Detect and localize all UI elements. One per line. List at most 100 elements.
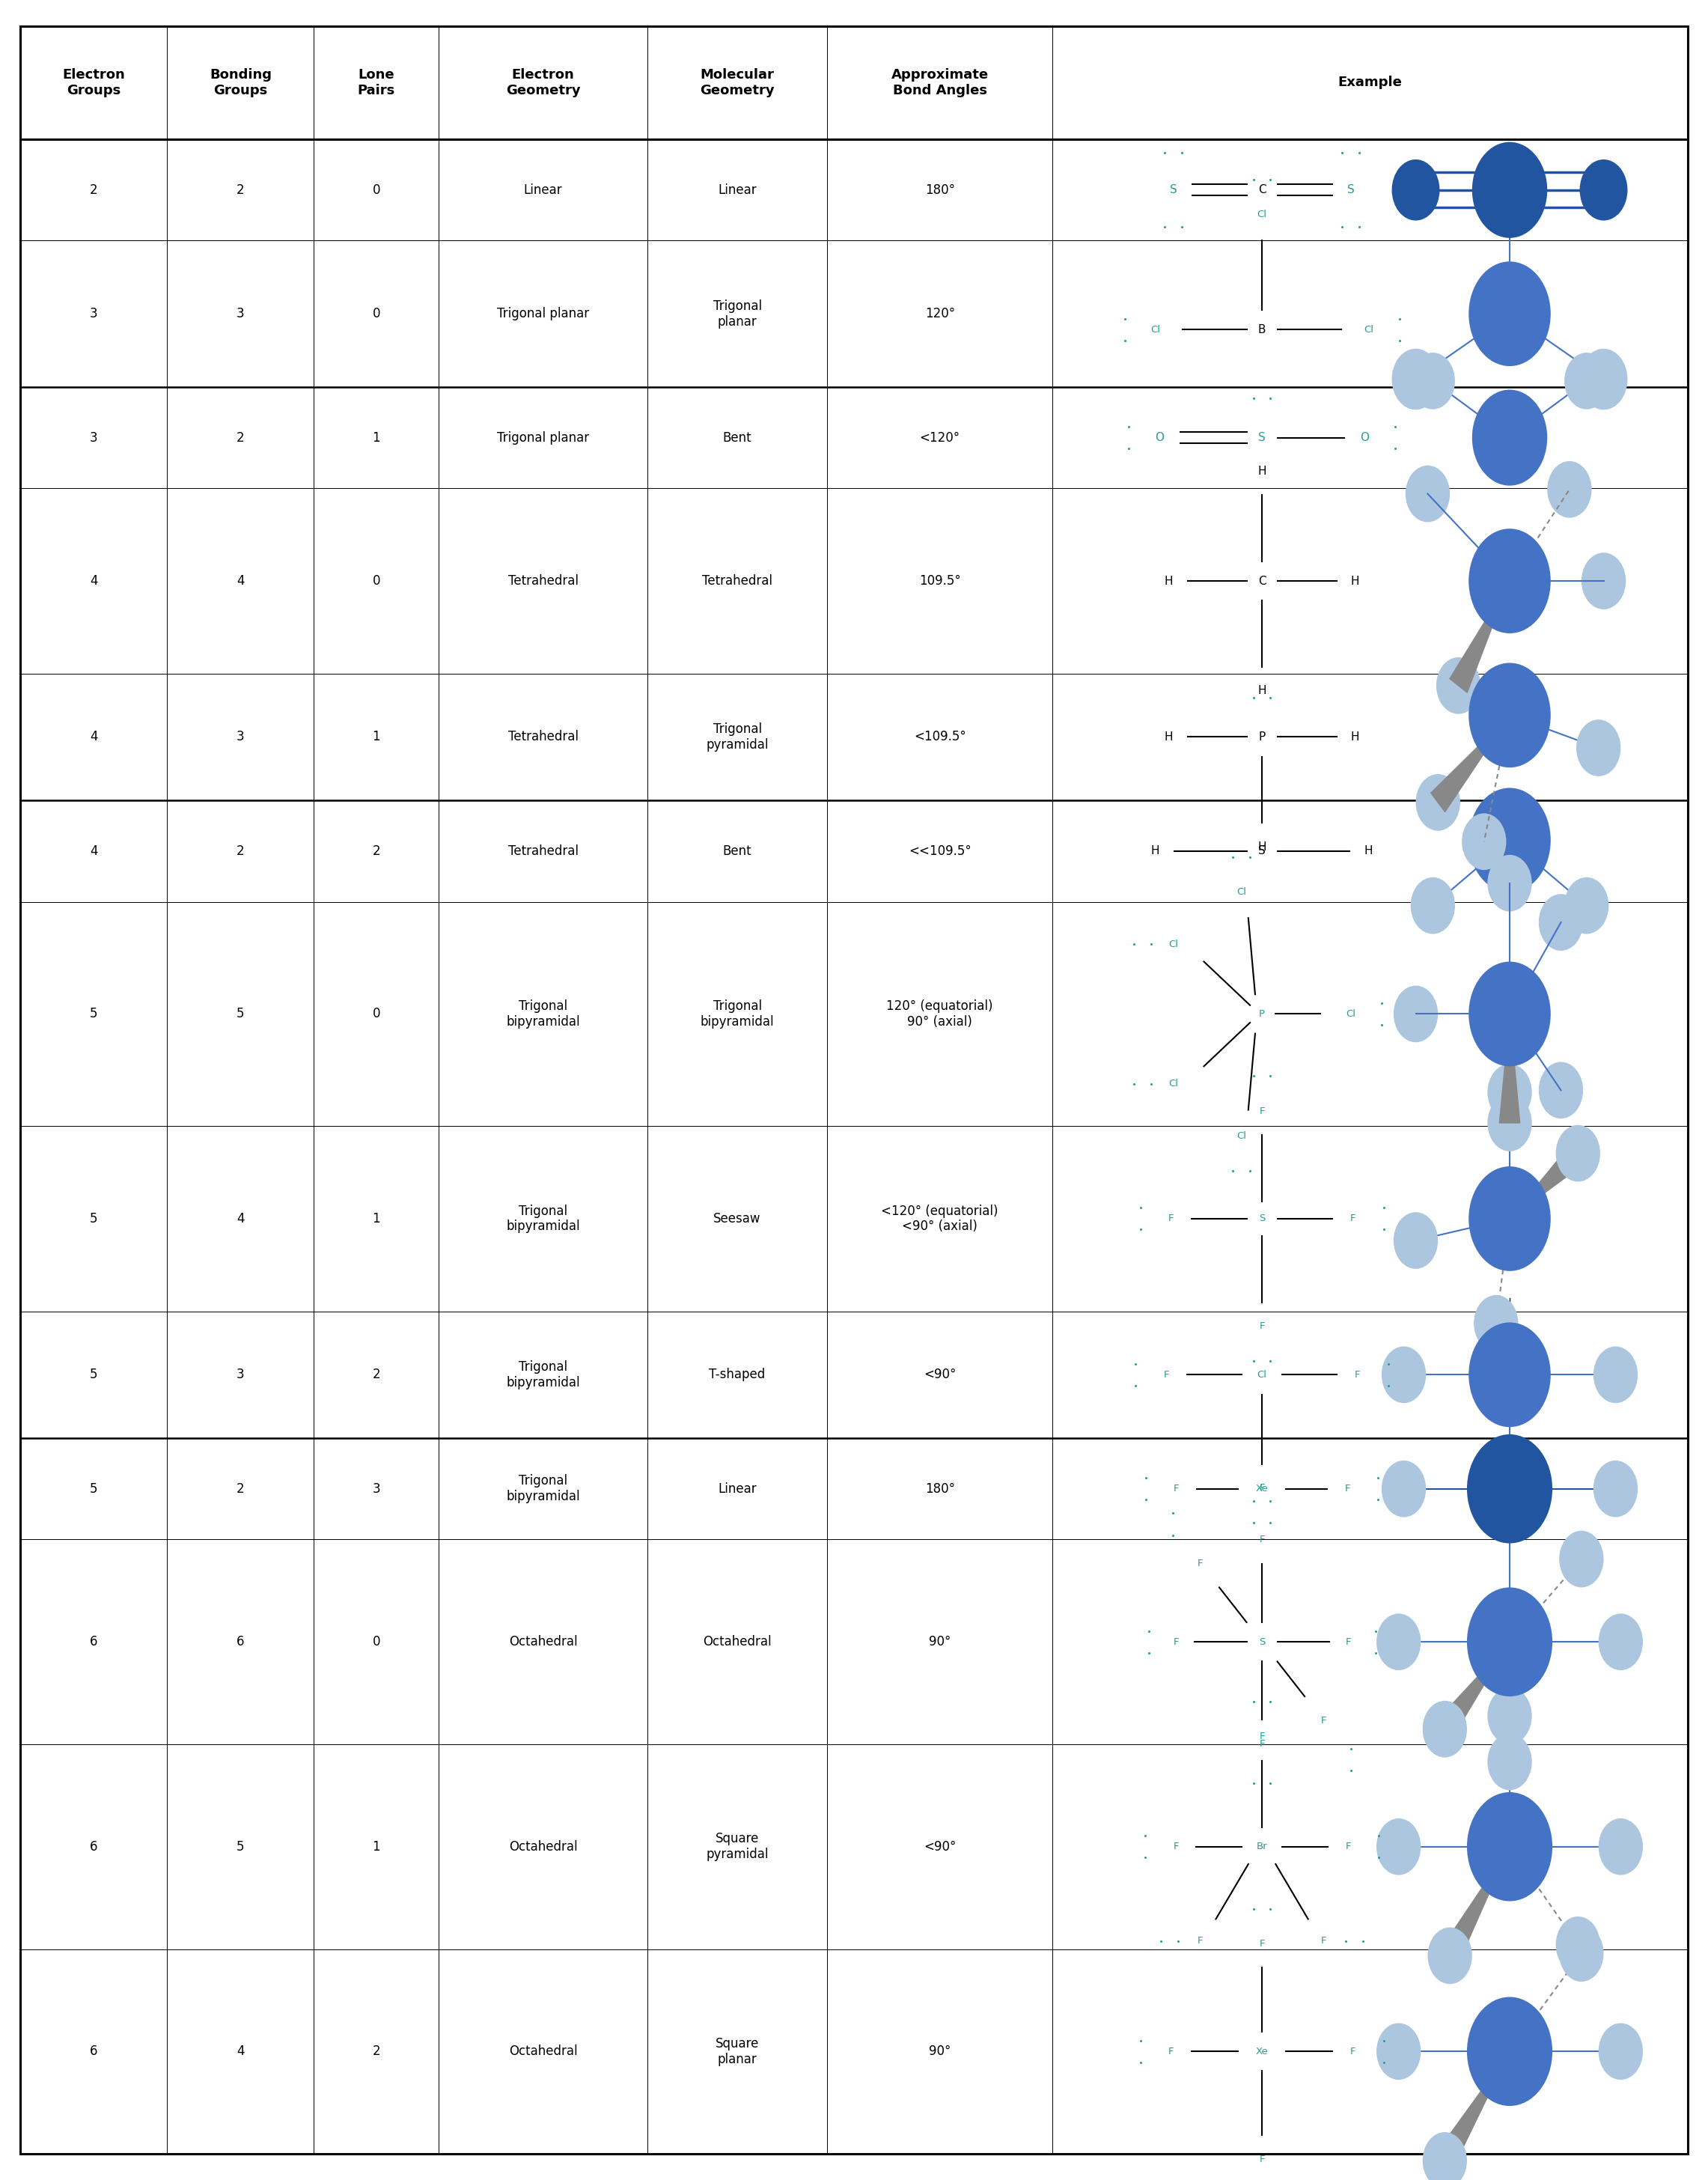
Circle shape: [1377, 2023, 1421, 2080]
Circle shape: [1462, 813, 1506, 870]
Text: 109.5°: 109.5°: [919, 573, 960, 589]
Text: 5: 5: [91, 1369, 97, 1382]
Circle shape: [1467, 1587, 1553, 1696]
Text: Trigonal
pyramidal: Trigonal pyramidal: [705, 722, 769, 752]
Circle shape: [1599, 1613, 1643, 1670]
Text: <120°: <120°: [919, 432, 960, 445]
Text: Trigonal
bipyramidal: Trigonal bipyramidal: [506, 998, 581, 1029]
Text: Tetrahedral: Tetrahedral: [507, 730, 579, 743]
Circle shape: [1556, 1916, 1600, 1973]
Text: F: F: [1163, 1369, 1168, 1380]
Circle shape: [1488, 1687, 1532, 1744]
Text: 6: 6: [237, 1635, 244, 1648]
Text: Octahedral: Octahedral: [704, 1635, 772, 1648]
Text: Linear: Linear: [717, 183, 757, 196]
Text: 180°: 180°: [924, 1482, 955, 1495]
Text: H: H: [1365, 846, 1373, 857]
Text: F: F: [1259, 2154, 1264, 2165]
Circle shape: [1394, 1212, 1438, 1269]
Circle shape: [1406, 467, 1450, 523]
Circle shape: [1394, 985, 1438, 1042]
Text: F: F: [1173, 1485, 1179, 1493]
Text: S: S: [1259, 846, 1266, 857]
Circle shape: [1488, 1478, 1532, 1535]
Circle shape: [1469, 1323, 1551, 1428]
Text: Square
pyramidal: Square pyramidal: [705, 1831, 769, 1862]
Text: <109.5°: <109.5°: [914, 730, 967, 743]
Text: 3: 3: [372, 1482, 381, 1495]
Text: Br: Br: [1257, 1842, 1267, 1851]
Polygon shape: [1442, 1846, 1510, 1964]
Circle shape: [1392, 349, 1440, 410]
Text: P: P: [1259, 1009, 1266, 1018]
Circle shape: [1488, 1452, 1532, 1509]
Text: Tetrahedral: Tetrahedral: [507, 573, 579, 589]
Text: Cl: Cl: [1363, 325, 1373, 334]
Text: O: O: [1155, 432, 1163, 443]
Circle shape: [1469, 787, 1551, 892]
Circle shape: [1382, 1347, 1426, 1404]
Text: 4: 4: [237, 2045, 244, 2058]
Text: Cl: Cl: [1151, 325, 1160, 334]
Text: Cl: Cl: [1346, 1009, 1356, 1018]
Circle shape: [1474, 1295, 1518, 1352]
Text: 2: 2: [237, 844, 244, 859]
Circle shape: [1377, 1613, 1421, 1670]
Text: Xe: Xe: [1255, 1485, 1269, 1493]
Text: 2: 2: [237, 1482, 244, 1495]
Text: F: F: [1320, 1936, 1325, 1947]
Text: 0: 0: [372, 307, 381, 320]
Circle shape: [1488, 1094, 1532, 1151]
Text: Electron
Geometry: Electron Geometry: [506, 68, 581, 98]
Text: O: O: [1360, 432, 1368, 443]
Text: 3: 3: [237, 1369, 244, 1382]
Text: F: F: [1346, 1842, 1351, 1851]
Text: P: P: [1259, 732, 1266, 743]
Text: 3: 3: [91, 307, 97, 320]
Text: Example: Example: [1337, 76, 1402, 89]
Text: F: F: [1259, 1105, 1264, 1116]
Text: Xe: Xe: [1255, 2047, 1269, 2056]
Text: Linear: Linear: [524, 183, 562, 196]
Text: Cl: Cl: [1237, 887, 1247, 896]
Text: Approximate
Bond Angles: Approximate Bond Angles: [892, 68, 989, 98]
Text: 0: 0: [372, 573, 381, 589]
Text: Cl: Cl: [1257, 1369, 1267, 1380]
Text: 5: 5: [91, 1007, 97, 1020]
Text: 1: 1: [372, 730, 381, 743]
Circle shape: [1472, 142, 1547, 238]
Text: 120°: 120°: [924, 307, 955, 320]
Circle shape: [1428, 1927, 1472, 1984]
Polygon shape: [1431, 715, 1510, 811]
Text: 4: 4: [237, 1212, 244, 1225]
Text: 4: 4: [237, 573, 244, 589]
Text: F: F: [1173, 1842, 1179, 1851]
Circle shape: [1469, 530, 1551, 634]
Circle shape: [1469, 663, 1551, 767]
Text: Bent: Bent: [722, 844, 752, 859]
Circle shape: [1469, 1166, 1551, 1271]
Text: S: S: [1170, 185, 1177, 196]
Text: H: H: [1351, 732, 1360, 743]
Text: F: F: [1259, 1740, 1264, 1748]
Text: Trigonal
bipyramidal: Trigonal bipyramidal: [506, 1203, 581, 1234]
Circle shape: [1559, 1925, 1604, 1982]
Polygon shape: [1438, 1642, 1510, 1737]
Polygon shape: [1450, 582, 1510, 693]
Circle shape: [1488, 1733, 1532, 1790]
Text: Trigonal
bipyramidal: Trigonal bipyramidal: [506, 1360, 581, 1389]
Text: F: F: [1259, 1731, 1264, 1742]
Text: F: F: [1354, 1369, 1360, 1380]
Text: S: S: [1348, 185, 1354, 196]
Text: 2: 2: [237, 183, 244, 196]
Text: Trigonal
bipyramidal: Trigonal bipyramidal: [506, 1474, 581, 1504]
Text: 6: 6: [91, 1840, 97, 1853]
Text: 120° (equatorial)
90° (axial): 120° (equatorial) 90° (axial): [886, 998, 992, 1029]
Text: F: F: [1346, 1637, 1351, 1646]
Text: 90°: 90°: [929, 2045, 951, 2058]
Circle shape: [1539, 894, 1583, 950]
Text: 4: 4: [91, 730, 97, 743]
Text: S: S: [1259, 432, 1266, 443]
Text: 0: 0: [372, 183, 381, 196]
Circle shape: [1467, 1434, 1553, 1543]
